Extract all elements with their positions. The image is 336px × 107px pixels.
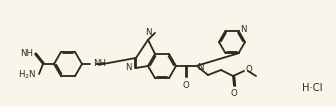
Text: H$_2$N: H$_2$N — [18, 69, 36, 81]
Text: O: O — [230, 89, 237, 99]
Text: O: O — [245, 65, 252, 74]
Text: N: N — [197, 62, 204, 71]
Text: NH: NH — [20, 48, 33, 57]
Text: N: N — [241, 25, 247, 34]
Text: NH: NH — [93, 59, 106, 68]
Text: H·Cl: H·Cl — [302, 83, 322, 93]
Text: O: O — [183, 80, 190, 89]
Text: N: N — [126, 63, 132, 73]
Text: N: N — [145, 28, 151, 37]
